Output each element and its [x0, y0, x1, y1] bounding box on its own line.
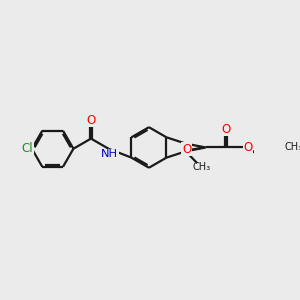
Text: O: O: [243, 141, 252, 154]
Text: NH: NH: [101, 149, 118, 159]
Text: O: O: [182, 143, 191, 156]
Text: O: O: [221, 123, 231, 136]
Text: CH₃: CH₃: [285, 142, 300, 152]
Text: O: O: [86, 114, 96, 127]
Text: CH₃: CH₃: [192, 162, 210, 172]
Text: Cl: Cl: [22, 142, 33, 155]
